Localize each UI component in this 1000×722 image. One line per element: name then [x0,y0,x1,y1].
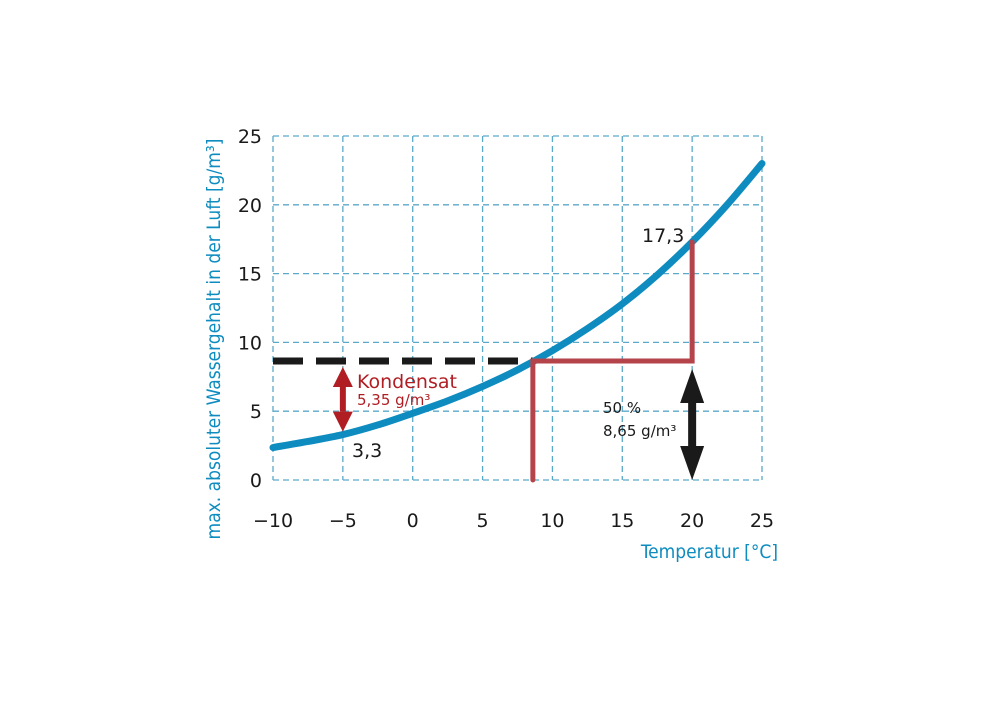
x-tick-label: 25 [750,510,774,532]
saturation-curve [269,160,766,452]
x-tick-label: 0 [407,510,419,532]
x-tick-labels: −10 −5 0 5 10 15 20 25 [253,510,774,532]
arrow-head-up [680,368,705,403]
arrow-head-up [332,366,353,387]
y-tick-label: 10 [238,332,262,354]
condensate-arrow [332,366,353,432]
label-3-3: 3,3 [352,440,382,462]
y-tick-label: 20 [238,195,262,217]
x-tick-label: 20 [680,510,704,532]
arrow-head-down [332,411,353,432]
y-tick-label: 15 [238,264,262,286]
dew-point-path [530,239,695,483]
condensate-title: Kondensat [357,371,457,393]
y-tick-label: 25 [238,126,262,148]
x-tick-label: 10 [540,510,564,532]
y-axis-label: max. absoluter Wassergehalt in der Luft … [203,139,225,540]
rh-label: 50 % [603,399,641,417]
x-tick-label: −5 [329,510,357,532]
x-tick-label: 5 [477,510,489,532]
humidity-arrow [680,368,705,480]
rh-value: 8,65 g/m³ [603,422,676,440]
y-tick-label: 5 [250,401,262,423]
x-tick-label: −10 [253,510,293,532]
label-17-3: 17,3 [642,225,684,247]
y-tick-label: 0 [250,470,262,492]
y-tick-labels: 0 5 10 15 20 25 [238,126,262,492]
x-tick-label: 15 [610,510,634,532]
condensate-value: 5,35 g/m³ [357,391,430,409]
arrow-head-down [680,446,705,480]
x-axis-label: Temperatur [°C] [640,541,778,563]
